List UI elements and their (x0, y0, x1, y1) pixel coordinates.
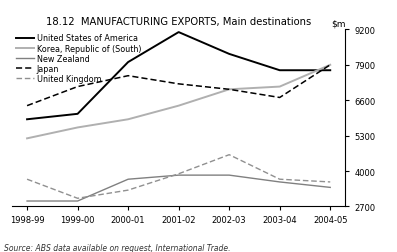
United States of America (328, 70, 333, 73)
Line: United Kingdom: United Kingdom (27, 155, 330, 199)
United States of America (25, 118, 29, 121)
New Zealand (75, 200, 80, 203)
Line: New Zealand: New Zealand (27, 175, 330, 201)
United Kingdom (328, 181, 333, 184)
United Kingdom (126, 189, 131, 192)
Korea, Republic of (South) (25, 137, 29, 140)
Title: 18.12  MANUFACTURING EXPORTS, Main destinations: 18.12 MANUFACTURING EXPORTS, Main destin… (46, 17, 311, 27)
United States of America (227, 53, 231, 56)
Japan (25, 105, 29, 108)
New Zealand (176, 174, 181, 177)
United Kingdom (176, 173, 181, 176)
Japan (126, 75, 131, 78)
Line: Japan: Japan (27, 66, 330, 106)
United Kingdom (25, 178, 29, 181)
New Zealand (126, 178, 131, 181)
Text: Source: ABS data available on request, International Trade.: Source: ABS data available on request, I… (4, 243, 231, 252)
Korea, Republic of (South) (278, 86, 282, 89)
Japan (176, 83, 181, 86)
United States of America (176, 32, 181, 35)
United States of America (75, 113, 80, 116)
Line: Korea, Republic of (South): Korea, Republic of (South) (27, 66, 330, 139)
New Zealand (25, 200, 29, 203)
United States of America (278, 70, 282, 73)
Japan (227, 88, 231, 91)
Korea, Republic of (South) (176, 105, 181, 108)
Japan (75, 86, 80, 89)
United States of America (126, 61, 131, 64)
Korea, Republic of (South) (75, 127, 80, 130)
New Zealand (328, 186, 333, 189)
Japan (328, 64, 333, 67)
Japan (278, 97, 282, 100)
New Zealand (278, 181, 282, 184)
United Kingdom (278, 178, 282, 181)
Text: $m: $m (331, 19, 345, 28)
United Kingdom (227, 153, 231, 156)
New Zealand (227, 174, 231, 177)
Korea, Republic of (South) (328, 64, 333, 67)
Legend: United States of America, Korea, Republic of (South), New Zealand, Japan, United: United States of America, Korea, Republi… (16, 34, 141, 84)
Line: United States of America: United States of America (27, 33, 330, 120)
Korea, Republic of (South) (227, 88, 231, 91)
United Kingdom (75, 197, 80, 200)
Korea, Republic of (South) (126, 118, 131, 121)
